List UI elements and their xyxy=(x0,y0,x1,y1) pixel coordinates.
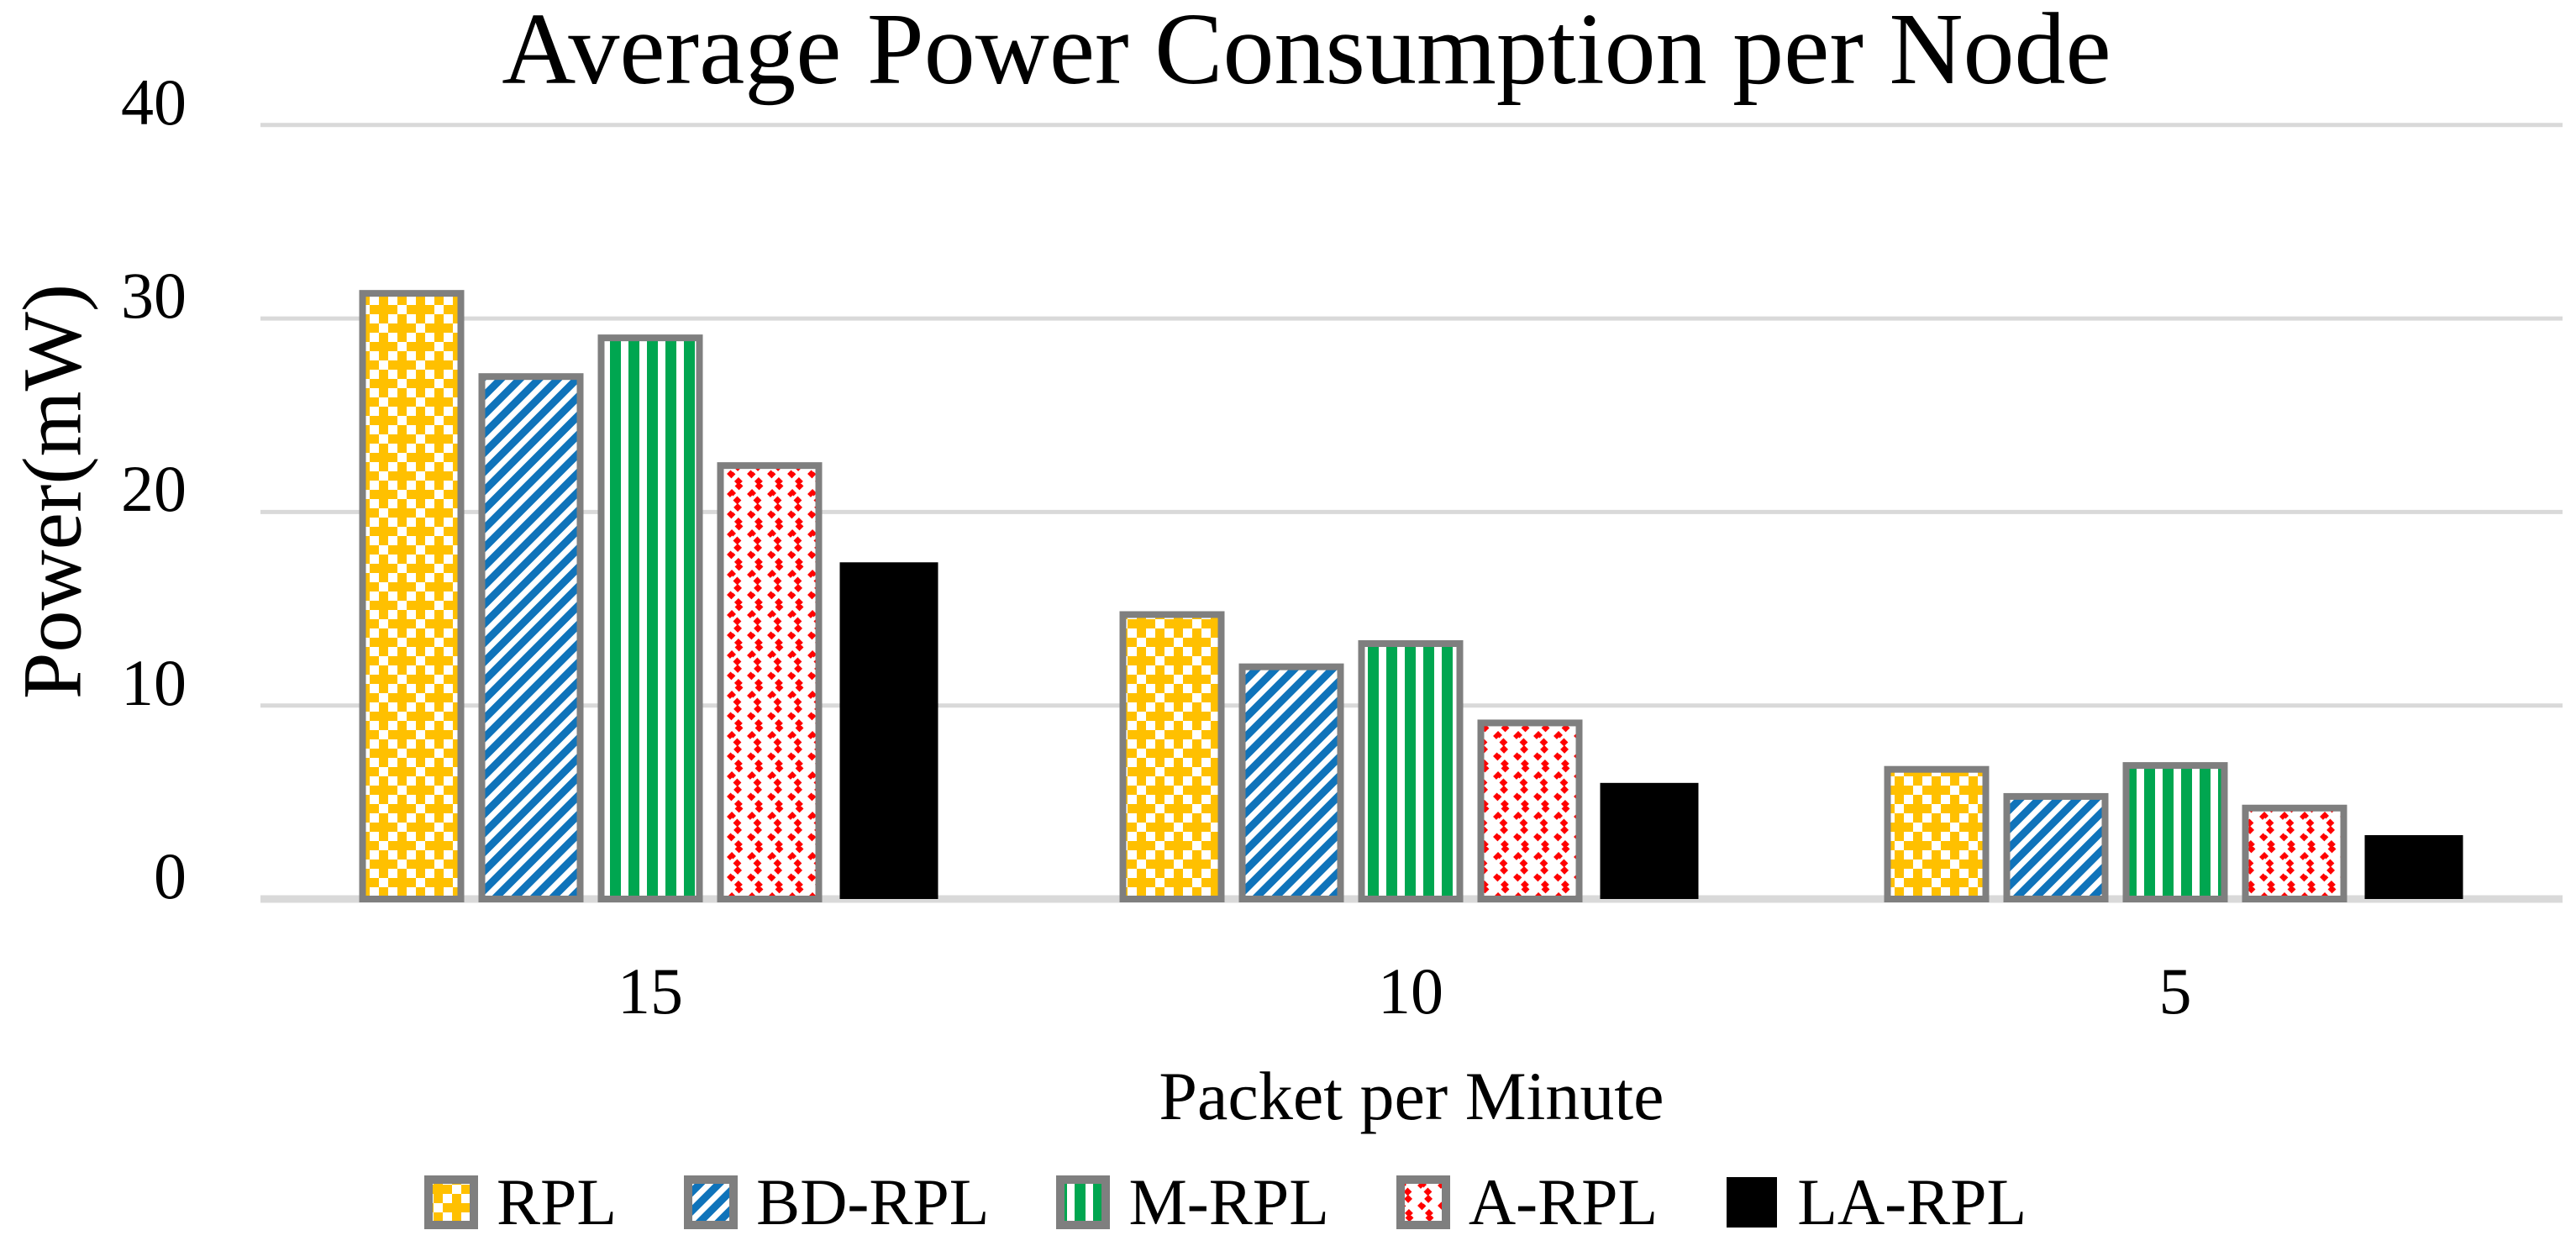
bar-RPL-5 xyxy=(1884,765,1990,902)
bars xyxy=(359,290,2463,903)
bar-A-RPL-5 xyxy=(2242,804,2347,902)
y-tick-label-30: 30 xyxy=(121,259,187,333)
legend-item-A-RPL: A-RPL xyxy=(1396,1170,1658,1235)
bar-LA-RPL-10 xyxy=(1600,782,1699,899)
legend-label-LA-RPL: LA-RPL xyxy=(1797,1165,2027,1238)
legend-swatch-A-RPL xyxy=(1396,1175,1450,1229)
bar-M-RPL-5 xyxy=(2122,762,2228,903)
chart-title: Average Power Consumption per Node xyxy=(502,0,2111,106)
bar-M-RPL-10 xyxy=(1358,640,1464,903)
legend-label-BD-RPL: BD-RPL xyxy=(756,1165,990,1238)
y-tick-label-0: 0 xyxy=(154,839,187,912)
legend-swatch-BD-RPL xyxy=(684,1175,739,1229)
legend-item-RPL: RPL xyxy=(424,1170,617,1235)
x-tick-label-10: 10 xyxy=(1378,954,1443,1028)
legend: RPL BD-RPL M-RPL A-RPL LA-RPL xyxy=(424,1170,2027,1235)
legend-swatch-M-RPL xyxy=(1056,1175,1111,1229)
bar-LA-RPL-15 xyxy=(839,562,938,899)
bar-BD-RPL-15 xyxy=(478,373,584,902)
legend-item-M-RPL: M-RPL xyxy=(1056,1165,1329,1238)
y-tick-label-40: 40 xyxy=(121,65,187,139)
x-axis-title: Packet per Minute xyxy=(1159,1058,1664,1134)
bar-RPL-10 xyxy=(1119,611,1225,902)
bar-M-RPL-15 xyxy=(597,334,703,902)
legend-label-RPL: RPL xyxy=(497,1165,618,1238)
legend-item-BD-RPL: BD-RPL xyxy=(684,1170,989,1235)
x-tick-label-5: 5 xyxy=(2158,954,2192,1028)
bar-A-RPL-10 xyxy=(1477,719,1583,902)
bar-BD-RPL-5 xyxy=(2003,792,2109,902)
legend-swatch-LA-RPL xyxy=(1727,1177,1778,1228)
bar-LA-RPL-5 xyxy=(2364,835,2463,899)
bar-RPL-15 xyxy=(359,290,465,902)
y-tick-label-20: 20 xyxy=(121,452,187,526)
legend-label-M-RPL: M-RPL xyxy=(1128,1165,1329,1238)
x-tick-label-15: 15 xyxy=(618,954,683,1028)
bar-A-RPL-15 xyxy=(717,462,823,902)
legend-swatch-RPL xyxy=(424,1175,478,1229)
y-tick-label-10: 10 xyxy=(121,645,187,719)
legend-item-LA-RPL: LA-RPL xyxy=(1725,1170,2027,1235)
bar-BD-RPL-10 xyxy=(1238,663,1344,902)
legend-label-A-RPL: A-RPL xyxy=(1468,1165,1659,1238)
